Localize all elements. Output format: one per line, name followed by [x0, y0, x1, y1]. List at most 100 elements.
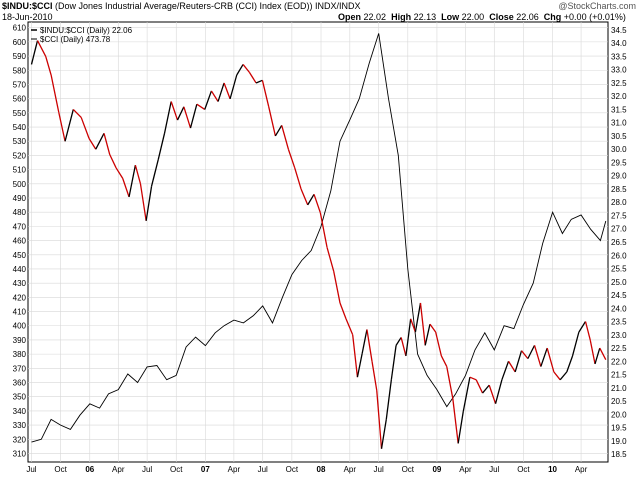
- x-tick-label: Apr: [344, 465, 357, 474]
- right-tick-label: 25.5: [611, 265, 627, 274]
- series-segment-ratio: [229, 74, 238, 100]
- series-segment-ratio: [475, 379, 484, 394]
- series-segment-ratio: [571, 331, 580, 357]
- left-tick-label: 450: [13, 251, 27, 260]
- series-segment-ratio: [578, 321, 587, 333]
- left-tick-label: 560: [13, 95, 27, 104]
- close-value: 22.06: [516, 12, 539, 22]
- series-segment-ratio: [410, 318, 417, 333]
- series-segment-ratio: [95, 133, 105, 150]
- series-segment-ratio: [599, 347, 607, 360]
- left-tick-label: 350: [13, 393, 27, 402]
- series-segment-ratio: [157, 133, 166, 160]
- legend: $INDU:$CCI (Daily) 22.06 $CCI (Daily) 47…: [31, 26, 133, 44]
- right-tick-label: 20.5: [611, 397, 627, 406]
- right-tick-label: 18.5: [611, 450, 627, 459]
- chg-label: Chg: [543, 12, 562, 22]
- x-axis: Jul Oct 06 Apr Jul Oct 07 Apr Jul Oct 08 Apr Jul Oct 0…: [26, 465, 587, 474]
- right-tick-label: 24.5: [611, 291, 627, 300]
- right-tick-label: 25.0: [611, 278, 627, 287]
- x-tick-label: 10: [548, 465, 557, 474]
- left-tick-label: 480: [13, 208, 27, 217]
- series-segment-ratio: [482, 384, 490, 394]
- low-label: Low: [441, 12, 460, 22]
- chg-value: +0.00 (+0.01%): [563, 12, 626, 22]
- series-segment-ratio: [395, 337, 402, 346]
- right-tick-label: 32.0: [611, 92, 627, 101]
- series-segment-ratio: [405, 318, 412, 357]
- right-tick-label: 22.5: [611, 344, 627, 353]
- left-tick-label: 600: [13, 38, 27, 47]
- series-segment-ratio: [501, 361, 510, 381]
- left-tick-label: 430: [13, 279, 27, 288]
- series-segment-ratio: [371, 361, 378, 391]
- series-segment-ratio: [469, 376, 477, 381]
- series-layer: [30, 33, 607, 449]
- left-tick-label: 530: [13, 137, 27, 146]
- series-segment-ratio: [589, 339, 596, 365]
- series-segment-ratio: [326, 247, 335, 272]
- price-stats: Open 22.02 High 22.13 Low 22.00 Close 22…: [338, 12, 626, 22]
- left-tick-label: 440: [13, 265, 27, 274]
- series-segment-ratio: [128, 165, 137, 198]
- series-segment-ratio: [488, 384, 497, 404]
- series-segment-ratio: [457, 411, 464, 444]
- series-segment-ratio: [183, 106, 192, 129]
- series-segment-ratio: [307, 193, 315, 206]
- series-segment-ratio: [109, 154, 117, 169]
- right-tick-label: 27.0: [611, 225, 627, 234]
- high-label: High: [391, 12, 412, 22]
- left-tick-label: 470: [13, 222, 27, 231]
- exchange: INDX/INDX: [314, 1, 361, 11]
- series-segment-ratio: [419, 302, 426, 346]
- series-segment-ratio: [462, 377, 471, 412]
- right-tick-label: 30.5: [611, 132, 627, 141]
- left-axis: 310 320 330 340 350 360 370 380 390 400 410 420 430 4…: [13, 24, 27, 459]
- series-segment-ratio: [553, 371, 561, 381]
- series-segment-ratio: [261, 80, 270, 107]
- x-tick-label: Jul: [26, 465, 36, 474]
- left-tick-label: 320: [13, 435, 27, 444]
- x-tick-label: 07: [201, 465, 210, 474]
- left-tick-label: 490: [13, 194, 27, 203]
- series-segment-ratio: [527, 345, 536, 359]
- series-segment-ratio: [429, 323, 437, 333]
- series-segment-ratio: [134, 164, 142, 184]
- series-segment-ratio: [339, 302, 347, 320]
- series-segment-ratio: [352, 334, 359, 378]
- left-tick-label: 540: [13, 123, 27, 132]
- series-segment-ratio: [380, 419, 387, 449]
- series-segment-ratio: [248, 72, 257, 84]
- series-segment-ratio: [217, 82, 225, 102]
- series-segment-ratio: [533, 345, 542, 367]
- series-segment-ratio: [521, 350, 529, 360]
- series-segment-ratio: [210, 90, 219, 102]
- series-segment-ratio: [255, 79, 263, 84]
- series-segment-ratio: [440, 355, 448, 367]
- series-segment-ratio: [88, 138, 97, 150]
- series-segment-ratio: [223, 82, 231, 100]
- right-tick-label: 21.0: [611, 384, 627, 393]
- legend-entry-cci: $CCI (Daily) 473.78: [40, 35, 111, 44]
- x-tick-label: 08: [317, 465, 326, 474]
- right-tick-label: 28.5: [611, 185, 627, 194]
- x-tick-label: Jul: [374, 465, 384, 474]
- series-segment-ratio: [170, 101, 179, 121]
- series-segment-ratio: [139, 183, 147, 221]
- grid: [28, 22, 608, 462]
- left-tick-label: 340: [13, 407, 27, 416]
- right-tick-label: 23.0: [611, 331, 627, 340]
- left-tick-label: 330: [13, 421, 27, 430]
- right-axis: 18.5 19.0 19.5 20.0 20.5 21.0 21.5 22.0 22.5 23.0…: [611, 26, 627, 459]
- series-segment-ratio: [546, 347, 555, 373]
- series-segment-ratio: [268, 106, 277, 137]
- x-tick-label: Apr: [112, 465, 125, 474]
- right-tick-label: 20.0: [611, 410, 627, 419]
- x-tick-label: Oct: [402, 465, 415, 474]
- series-segment-ratio: [145, 186, 153, 221]
- series-segment-ratio: [204, 90, 213, 110]
- left-tick-label: 590: [13, 52, 27, 61]
- x-tick-label: Jul: [258, 465, 268, 474]
- x-tick-label: Apr: [575, 465, 588, 474]
- low-value: 22.00: [461, 12, 485, 22]
